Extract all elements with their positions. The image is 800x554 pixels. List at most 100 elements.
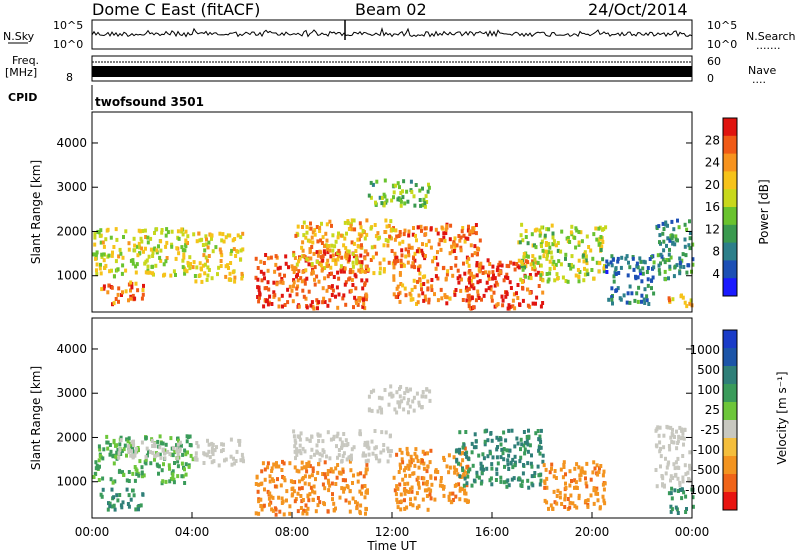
heatmap-cell — [318, 229, 322, 233]
heatmap-cell — [201, 243, 205, 247]
heatmap-cell — [402, 407, 406, 412]
heatmap-cell — [101, 456, 105, 461]
heatmap-cell — [331, 258, 335, 263]
heatmap-cell — [409, 497, 412, 502]
heatmap-cell — [672, 227, 676, 232]
heatmap-cell — [229, 454, 233, 459]
heatmap-cell — [645, 294, 649, 299]
heatmap-cell — [113, 274, 116, 279]
heatmap-cell — [349, 288, 353, 293]
heatmap-cell — [356, 237, 360, 242]
heatmap-cell — [468, 296, 471, 301]
heatmap-cell — [157, 244, 160, 249]
heatmap-cell — [680, 293, 683, 298]
heatmap-cell — [94, 460, 98, 465]
heatmap-cell — [547, 227, 551, 232]
heatmap-cell — [293, 444, 297, 449]
heatmap-cell — [326, 430, 330, 435]
heatmap-cell — [486, 258, 490, 263]
heatmap-cell — [399, 507, 403, 512]
heatmap-cell — [393, 237, 397, 242]
heatmap-cell — [288, 504, 292, 509]
heatmap-cell — [662, 433, 666, 438]
heatmap-cell — [110, 487, 114, 492]
heatmap-cell — [102, 252, 106, 257]
heatmap-cell — [367, 394, 371, 399]
heatmap-cell — [292, 280, 296, 285]
heatmap-cell — [449, 223, 453, 228]
heatmap-cell — [132, 443, 136, 448]
heatmap-cell — [216, 272, 219, 277]
heatmap-cell — [306, 464, 310, 468]
heatmap-cell — [363, 495, 367, 500]
heatmap-cell — [229, 251, 233, 256]
heatmap-cell — [505, 263, 509, 268]
heatmap-cell — [652, 265, 656, 270]
heatmap-cell — [143, 228, 147, 233]
heatmap-cell — [399, 282, 403, 286]
heatmap-cell — [533, 265, 536, 270]
heatmap-cell — [673, 265, 677, 270]
heatmap-cell — [173, 450, 177, 455]
heatmap-cell — [417, 293, 421, 298]
heatmap-cell — [403, 506, 407, 511]
heatmap-cell — [330, 284, 334, 289]
heatmap-cell — [408, 291, 412, 296]
heatmap-cell — [437, 242, 441, 247]
heatmap-cell — [319, 255, 323, 260]
xtick-label: 20:00 — [575, 525, 610, 539]
heatmap-cell — [676, 489, 680, 493]
heatmap-cell — [671, 297, 675, 302]
heatmap-cell — [155, 227, 159, 232]
heatmap-cell — [311, 466, 315, 471]
heatmap-cell — [448, 237, 452, 242]
nsky-tick-bottom-right: 10^0 — [707, 38, 737, 51]
heatmap-cell — [297, 304, 301, 309]
heatmap-cell — [407, 233, 411, 238]
heatmap-cell — [395, 497, 399, 502]
heatmap-cell — [413, 258, 417, 263]
heatmap-cell — [234, 254, 238, 258]
heatmap-cell — [526, 461, 530, 466]
heatmap-cell — [425, 480, 429, 484]
heatmap-cell — [396, 505, 400, 510]
heatmap-cell — [256, 277, 260, 282]
heatmap-cell — [427, 300, 431, 305]
heatmap-cell — [265, 286, 268, 290]
heatmap-cell — [622, 293, 626, 298]
heatmap-cell — [369, 180, 373, 185]
heatmap-cell — [341, 296, 345, 301]
heatmap-cell — [292, 434, 296, 439]
heatmap-cell — [328, 219, 332, 224]
heatmap-cell — [233, 279, 237, 284]
heatmap-cell — [398, 197, 402, 202]
heatmap-cell — [195, 239, 199, 244]
heatmap-cell — [268, 294, 272, 299]
heatmap-cell — [294, 266, 298, 271]
heatmap-cell — [434, 227, 438, 232]
heatmap-cell — [506, 458, 510, 463]
heatmap-cell — [339, 269, 343, 274]
heatmap-cell — [99, 240, 103, 245]
heatmap-cell — [658, 233, 662, 238]
heatmap-cell — [365, 462, 369, 467]
heatmap-cell — [500, 263, 504, 268]
heatmap-cell — [509, 260, 513, 265]
heatmap-cell — [108, 504, 112, 509]
heatmap-cell — [574, 245, 578, 250]
heatmap-cell — [149, 247, 153, 252]
heatmap-cell — [316, 306, 319, 311]
heatmap-cell — [495, 303, 499, 308]
heatmap-cell — [257, 482, 261, 487]
heatmap-cell — [184, 452, 188, 457]
heatmap-cell — [350, 218, 354, 223]
heatmap-cell — [313, 490, 317, 495]
heatmap-cell — [573, 485, 576, 490]
heatmap-cell — [401, 239, 405, 244]
heatmap-cell — [447, 453, 451, 458]
heatmap-cell — [172, 480, 176, 485]
heatmap-cell — [428, 398, 432, 403]
heatmap-cell — [566, 497, 570, 501]
heatmap-cell — [182, 255, 186, 260]
heatmap-cell — [556, 248, 560, 253]
